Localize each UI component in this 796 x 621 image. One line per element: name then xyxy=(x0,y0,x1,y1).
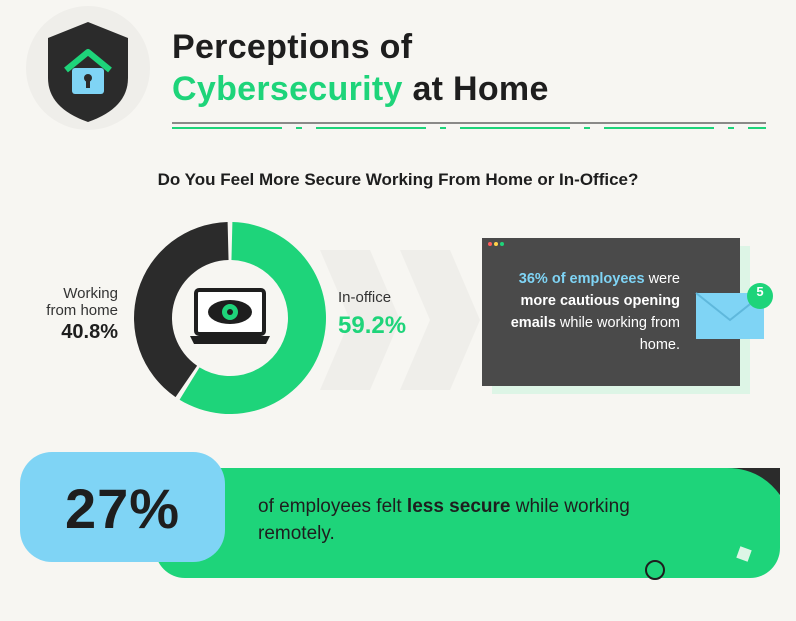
bold-text: less secure xyxy=(406,496,511,517)
title-rest: at Home xyxy=(412,70,549,108)
title-highlight: Cybersecurity xyxy=(172,70,403,108)
stat: 36% of employees xyxy=(518,271,645,287)
donut-segment xyxy=(134,222,229,398)
diamond xyxy=(736,546,752,562)
badge: 5 xyxy=(756,284,764,299)
text: were xyxy=(648,271,680,287)
pupil xyxy=(227,309,233,315)
text: while working from home. xyxy=(559,315,680,353)
category-label: In-office xyxy=(338,289,392,306)
value-label: 59.2% xyxy=(338,312,407,339)
card-text: 36% of employees were more cautious open… xyxy=(492,268,680,356)
banner xyxy=(155,468,780,578)
dot xyxy=(488,242,492,246)
keyhole xyxy=(86,80,90,88)
chart-title: Do You Feel More Secure Working From Hom… xyxy=(157,170,639,189)
title: Perceptions of xyxy=(172,28,413,66)
corner xyxy=(727,468,780,495)
dot xyxy=(500,242,504,246)
donut-segment xyxy=(179,222,327,414)
title: Cybersecurity at Home xyxy=(172,70,549,109)
bold-text: more cautious opening emails xyxy=(510,293,680,331)
chevron xyxy=(320,250,400,390)
donut-chart xyxy=(134,222,327,414)
dot xyxy=(494,242,498,246)
category-label: Working from home xyxy=(46,285,118,319)
text: of employees felt xyxy=(258,496,402,517)
roof xyxy=(64,49,112,73)
value-label: 40.8% xyxy=(61,321,118,343)
ring xyxy=(645,560,665,580)
big-stat: 27% xyxy=(64,477,181,540)
chevron xyxy=(400,250,480,390)
badge-circle xyxy=(747,283,773,309)
stat-box xyxy=(20,452,225,562)
text: while working remotely. xyxy=(258,496,630,544)
banner-text: of employees felt less secure while work… xyxy=(258,493,708,547)
laptop-base xyxy=(190,336,270,344)
